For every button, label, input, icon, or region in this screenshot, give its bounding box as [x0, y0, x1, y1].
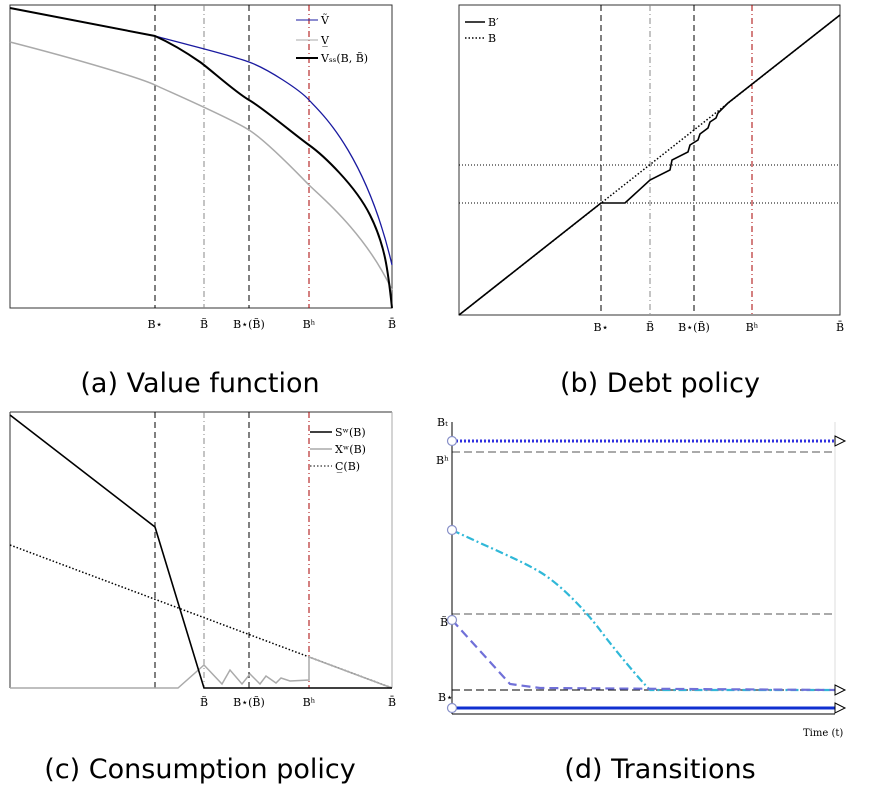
- legend-label: Xʷ(B): [335, 443, 366, 456]
- legend-label: C̲(B): [335, 460, 360, 473]
- x-tick-label: B⋆: [148, 318, 163, 331]
- x-tick-label: B⋆: [594, 321, 609, 334]
- caption: (d) Transitions: [564, 754, 755, 785]
- x-tick-label: B̄: [836, 321, 844, 334]
- legend-label: Vₛₛ(B, B̃): [320, 52, 368, 65]
- path-line: [451, 529, 835, 692]
- x-tick-label: B⋆(B̃): [233, 696, 265, 709]
- path-line: [451, 619, 836, 692]
- x-tick-label: B̃: [200, 318, 208, 331]
- curve: [9, 7, 393, 266]
- legend-label: B: [488, 32, 496, 45]
- start-marker: [446, 435, 458, 447]
- x-tick-label: Bʰ: [303, 318, 316, 331]
- legend-label: Sʷ(B): [335, 426, 366, 439]
- x-tick-label: B⋆(B̃): [678, 321, 710, 334]
- legend-label: Ṽ: [320, 13, 330, 27]
- legend-label: V̲: [320, 34, 330, 47]
- caption: (b) Debt policy: [560, 368, 760, 399]
- curve: [458, 14, 841, 316]
- x-label: Time (t): [803, 728, 843, 739]
- start-marker: [446, 614, 458, 626]
- curve: [9, 414, 392, 689]
- start-marker: [446, 702, 458, 714]
- markers: [446, 435, 458, 714]
- frame: [9, 4, 393, 309]
- x-tick-label: B̃: [646, 321, 654, 334]
- panel-b: B′ B B⋆ B̃ B⋆(B̃) Bʰ B̄ (b) Debt policy: [458, 4, 844, 399]
- panel-d: Bₜ Bʰ B̃ B⋆ Time (t) (d) Transitions: [436, 416, 847, 785]
- start-marker: [446, 524, 458, 536]
- x-tick-label: B⋆(B̃): [233, 318, 265, 331]
- x-tick-label: B̃: [200, 696, 208, 709]
- y-label: Bʰ: [436, 454, 449, 467]
- panel-a: Ṽ V̲ Vₛₛ(B, B̃) B⋆ B̃ B⋆(B̃) Bʰ B̄ (a) V…: [9, 4, 396, 399]
- curve: [9, 41, 393, 291]
- x-tick-label: Bʰ: [746, 321, 759, 334]
- caption: (c) Consumption policy: [44, 754, 355, 785]
- panel-c: Sʷ(B) Xʷ(B) C̲(B) B̃ B⋆(B̃) Bʰ B̄ (c) Co…: [9, 411, 396, 785]
- x-tick-label: B̄: [388, 318, 396, 331]
- end-marker: [834, 702, 847, 714]
- end-marker: [834, 435, 847, 447]
- x-tick-label: Bʰ: [303, 696, 316, 709]
- end-marker: [834, 684, 847, 696]
- y-label: B̃: [440, 616, 448, 629]
- y-label: Bₜ: [437, 416, 448, 429]
- legend-label: B′: [488, 16, 499, 29]
- caption: (a) Value function: [80, 368, 319, 399]
- x-tick-label: B̄: [388, 696, 396, 709]
- markers: [834, 435, 847, 714]
- y-label: B⋆: [438, 691, 453, 704]
- curve: [9, 7, 393, 309]
- curve: [10, 655, 393, 689]
